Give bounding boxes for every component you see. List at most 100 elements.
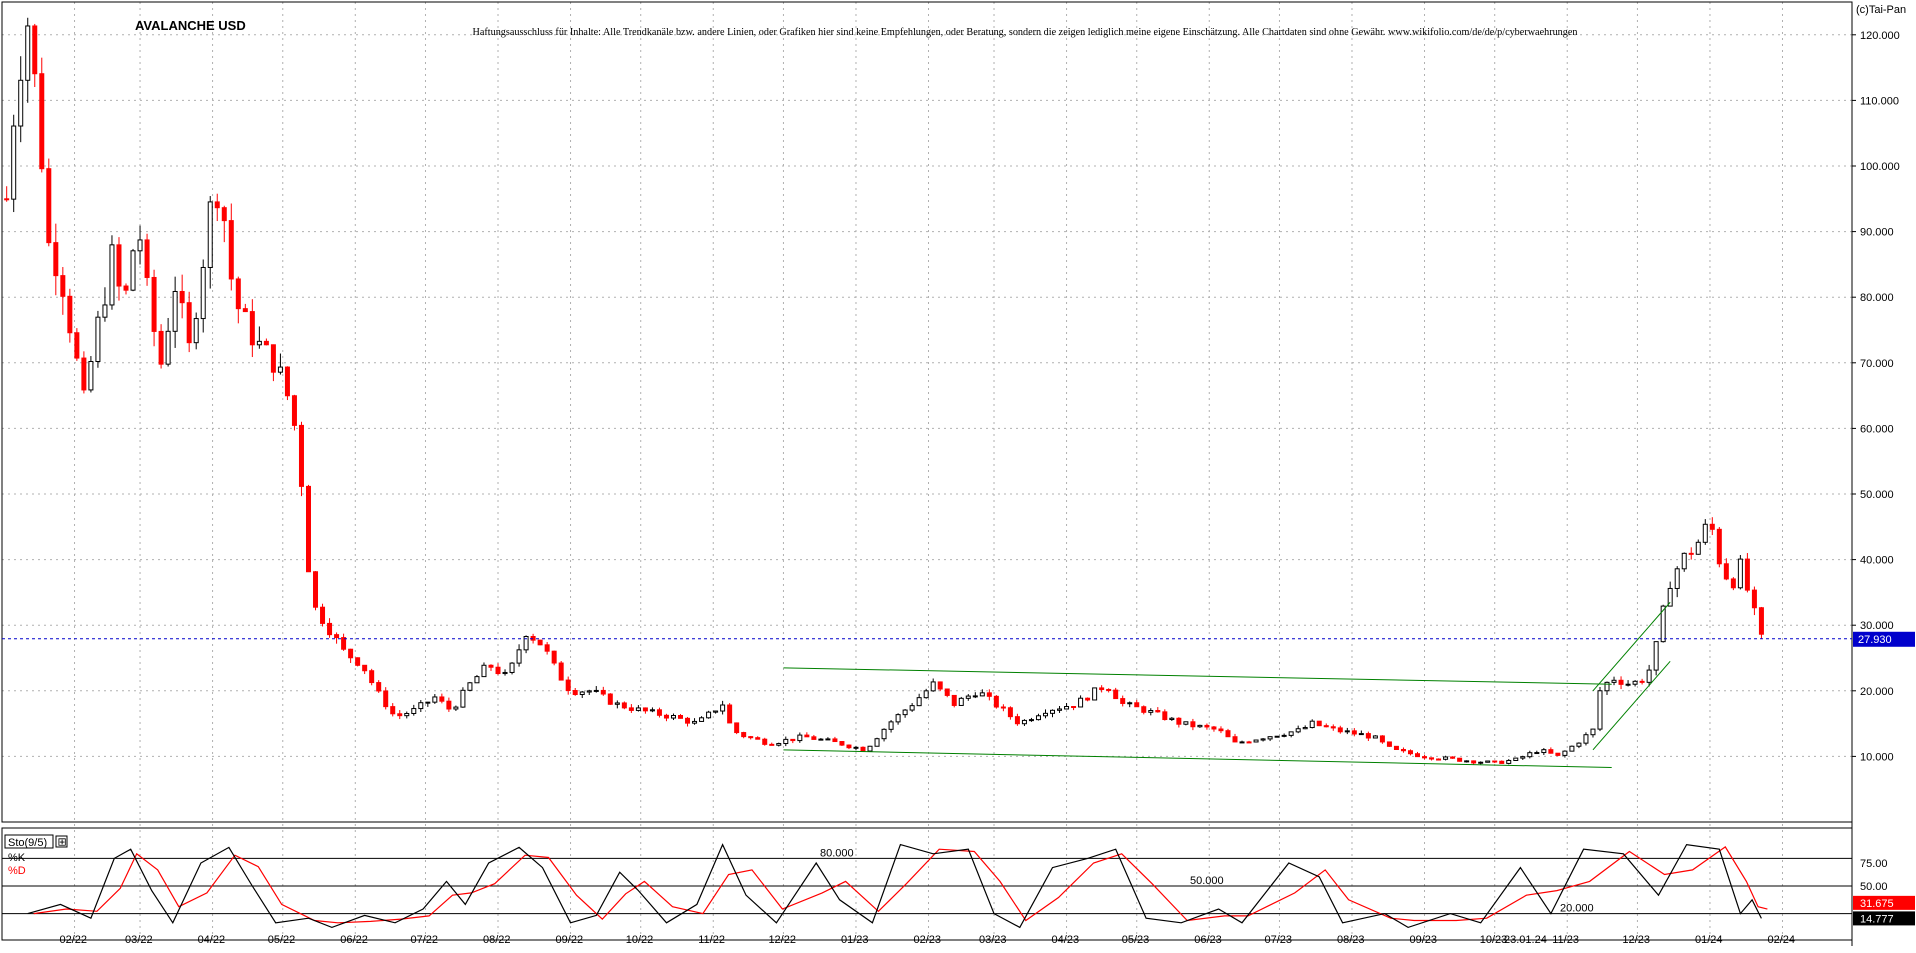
candle-body — [1344, 730, 1350, 733]
candle-body — [1358, 733, 1364, 736]
candle-body — [1211, 726, 1217, 730]
candle-body — [1611, 679, 1617, 683]
candle-body — [741, 732, 747, 738]
y-tick-label: 50.000 — [1860, 489, 1894, 501]
candle-body — [993, 695, 999, 708]
candle-body — [839, 741, 845, 746]
candle-body — [1723, 563, 1729, 580]
candle-body — [797, 734, 803, 742]
candle-body — [832, 738, 838, 743]
candle-body — [1450, 756, 1456, 759]
candle-body — [1148, 710, 1154, 713]
candle-body — [158, 330, 164, 365]
x-tick-label: 08/22 — [483, 934, 511, 946]
candle-body — [965, 695, 971, 699]
x-tick-label: 01/24 — [1695, 934, 1723, 946]
candle-body — [1422, 756, 1428, 759]
candle-body — [474, 676, 480, 684]
candle-body — [186, 302, 192, 344]
candle-body — [298, 424, 304, 487]
candle-body — [81, 357, 87, 391]
candle-body — [734, 722, 740, 734]
stoch-last-badge — [1853, 911, 1915, 926]
candle-body — [320, 606, 326, 624]
candle-body — [1021, 719, 1027, 725]
chart-title: AVALANCHE USD — [135, 18, 246, 33]
candle-body — [4, 198, 10, 201]
candle-body — [1415, 753, 1421, 758]
stoch-last-badge — [1853, 895, 1915, 910]
candle-body — [1183, 721, 1189, 725]
candle-body — [341, 637, 347, 650]
y-tick-label: 90.000 — [1860, 227, 1894, 239]
indicator-expand-icon[interactable] — [55, 835, 68, 848]
candle-body — [130, 250, 136, 291]
candle-body — [1351, 730, 1357, 735]
stoch-last-label: 31.675 — [1860, 898, 1894, 910]
stoch-k-legend: %K — [8, 852, 26, 864]
candle-body — [1078, 697, 1084, 708]
candle-body — [1099, 687, 1105, 690]
candle-body — [481, 664, 487, 678]
candle-body — [1400, 748, 1406, 752]
candle-body — [1639, 680, 1645, 683]
candle-body — [1527, 752, 1533, 758]
candle-body — [228, 220, 234, 280]
candle-body — [1730, 578, 1736, 589]
candle-body — [586, 690, 592, 693]
y-tick-label: 70.000 — [1860, 358, 1894, 370]
candle-body — [284, 366, 290, 397]
candle-body — [558, 662, 564, 681]
candle-body — [1225, 730, 1231, 738]
candle-body — [727, 704, 733, 724]
candle-body — [867, 745, 873, 752]
candle-body — [1667, 587, 1673, 607]
candle-body — [355, 657, 361, 666]
candle-body — [1000, 706, 1006, 709]
candle-body — [1232, 736, 1238, 743]
candle-body — [1253, 739, 1259, 743]
candle-body — [1267, 736, 1273, 740]
candle-body — [600, 689, 606, 695]
candle-body — [811, 736, 817, 740]
price-y-axis: 120.000 110.000 100.000 90.000 80.000 70.000 6… — [1852, 30, 1900, 763]
candle-body — [376, 682, 382, 692]
x-tick-label: 10/22 — [626, 934, 654, 946]
candle-body — [895, 714, 901, 723]
candle-body — [1597, 690, 1603, 730]
candle-body — [1155, 710, 1161, 713]
candle-body — [1632, 680, 1638, 685]
candle-body — [1471, 760, 1477, 764]
candle-body — [755, 737, 761, 740]
y-tick-label: 10.000 — [1860, 751, 1894, 763]
candle-body — [1534, 752, 1540, 755]
candle-body — [74, 332, 80, 359]
candle-body — [572, 690, 578, 696]
candle-body — [467, 682, 473, 691]
last-date-label: 23.01.24 — [1504, 934, 1547, 946]
x-tick-label: 11/23 — [1552, 934, 1579, 946]
candle-body — [53, 242, 59, 277]
candle-body — [1085, 697, 1091, 701]
candle-body — [1281, 734, 1287, 737]
candle-body — [1695, 541, 1701, 555]
candle-body — [1492, 760, 1498, 763]
candle-body — [1064, 706, 1070, 710]
candle-body — [1751, 589, 1757, 609]
x-tick-label: 03/23 — [979, 934, 1007, 946]
x-tick-label: 02/22 — [60, 934, 88, 946]
candle-body — [706, 711, 712, 719]
candle-body — [853, 746, 859, 749]
candle-body — [1050, 709, 1056, 714]
y-tick-label: 30.000 — [1860, 620, 1894, 632]
candle-body — [109, 244, 115, 306]
candle-body — [628, 707, 634, 711]
y-tick-label: 100.000 — [1860, 161, 1900, 173]
stochastic-panel: 80.000 50.000 20.000 75.00 50.00 14.777 31.675 — [2, 843, 1915, 929]
candle-body — [179, 290, 185, 304]
indicator-title-box[interactable] — [4, 834, 54, 849]
candle-body — [1485, 760, 1491, 763]
current-price-badge — [1853, 631, 1915, 647]
candle-body — [1457, 757, 1463, 762]
